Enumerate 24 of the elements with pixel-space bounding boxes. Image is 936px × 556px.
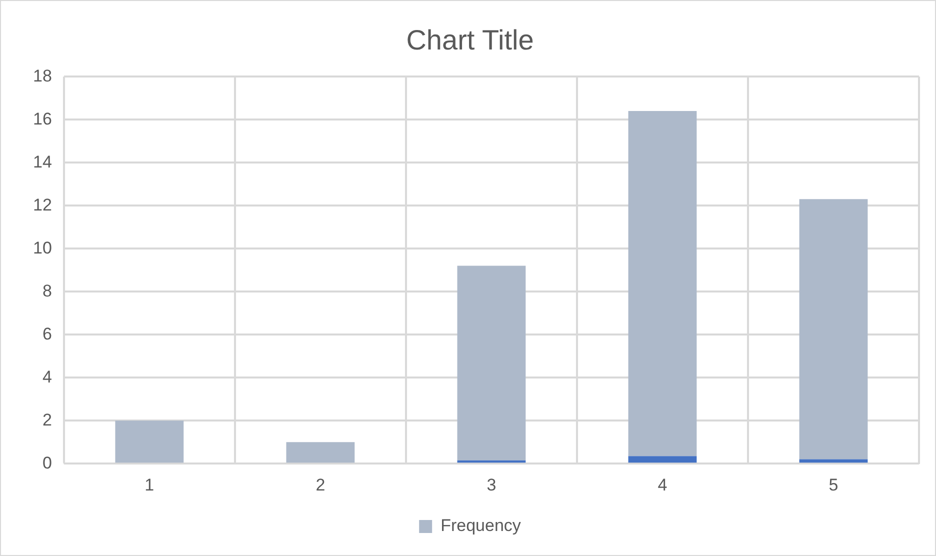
chart-title: Chart Title: [406, 24, 534, 56]
y-tick-label: 2: [42, 410, 52, 430]
y-tick-label: 16: [32, 109, 52, 128]
x-tick-label: 3: [486, 475, 496, 494]
bar: [115, 420, 184, 463]
bar: [799, 459, 868, 463]
y-tick-label: 18: [32, 66, 52, 86]
bar: [799, 199, 868, 460]
bar: [286, 442, 355, 463]
y-tick-label: 10: [32, 238, 52, 258]
y-tick-label: 6: [42, 324, 52, 344]
y-tick-label: 8: [42, 281, 52, 300]
y-tick-label: 12: [32, 195, 52, 214]
bar: [457, 266, 526, 460]
legend-label: Frequency: [440, 516, 522, 536]
y-tick-label: 14: [32, 152, 52, 172]
y-tick-label: 0: [42, 453, 52, 472]
bar: [628, 111, 697, 456]
bar: [628, 456, 697, 463]
x-tick-label: 4: [658, 475, 668, 494]
x-tick-label: 1: [144, 475, 154, 494]
x-tick-label: 5: [828, 475, 838, 494]
y-tick-label: 4: [42, 367, 52, 386]
x-tick-label: 2: [316, 475, 326, 494]
